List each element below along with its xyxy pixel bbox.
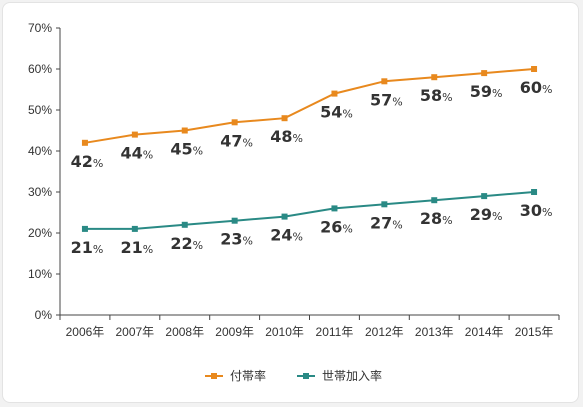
data-point	[181, 127, 188, 134]
data-point	[531, 189, 538, 195]
data-label: 57%	[370, 90, 403, 109]
data-point	[281, 213, 288, 220]
y-tick-label: 40%	[28, 144, 52, 158]
data-label: 47%	[220, 131, 253, 150]
legend-marker	[303, 373, 309, 379]
data-label: 54%	[320, 103, 353, 122]
x-tick-label: 2015年	[515, 325, 554, 339]
data-label: 30%	[520, 201, 553, 220]
y-tick-label: 50%	[28, 103, 52, 117]
x-tick-label: 2008年	[165, 325, 204, 339]
data-label: 45%	[170, 140, 203, 159]
x-tick-label: 2006年	[66, 325, 105, 339]
chart-card	[2, 2, 579, 403]
data-point	[181, 221, 188, 228]
data-point	[81, 139, 88, 146]
legend-marker	[211, 373, 217, 379]
data-label: 23%	[220, 230, 253, 249]
data-label: 44%	[120, 144, 153, 163]
data-label: 21%	[120, 238, 153, 257]
data-label: 24%	[270, 226, 303, 245]
data-point	[331, 90, 338, 97]
x-tick-label: 2012年	[365, 325, 404, 339]
axes: 0% 10% 20% 30% 40% 50% 60% 70% 2006年 2007年 2008年 20…	[28, 21, 560, 339]
x-tick-label: 2011年	[316, 325, 354, 339]
series-line-2	[84, 191, 535, 230]
x-tick-label: 2009年	[215, 325, 254, 339]
data-point	[231, 119, 238, 126]
data-point	[481, 193, 488, 200]
x-tick-label: 2010年	[265, 325, 304, 339]
y-tick-label: 70%	[28, 21, 52, 35]
data-point	[481, 70, 488, 77]
y-tick-label: 0%	[35, 308, 53, 322]
legend: 付帯率 世帯加入率	[205, 368, 382, 383]
y-tick-label: 10%	[28, 267, 52, 281]
y-tick-label: 30%	[28, 185, 52, 199]
data-label: 26%	[320, 217, 353, 236]
data-point	[81, 225, 88, 232]
data-label: 59%	[470, 82, 503, 101]
data-label: 28%	[420, 209, 453, 228]
data-point	[281, 115, 288, 122]
data-point	[131, 131, 138, 138]
x-tick-label: 2013年	[415, 325, 454, 339]
data-point	[331, 205, 338, 212]
data-point	[231, 217, 238, 224]
data-label: 21%	[71, 238, 104, 257]
data-label: 60%	[520, 78, 553, 97]
data-point	[131, 225, 138, 232]
y-tick-label: 20%	[28, 226, 52, 240]
data-point	[381, 78, 388, 85]
legend-label: 付帯率	[230, 368, 266, 383]
data-label: 27%	[370, 213, 403, 232]
data-label: 42%	[71, 152, 104, 171]
legend-label: 世帯加入率	[322, 368, 382, 383]
series-line-1	[84, 68, 535, 144]
x-tick-label: 2014年	[465, 325, 504, 339]
y-tick-label: 60%	[28, 62, 52, 76]
x-tick-label: 2007年	[115, 325, 154, 339]
data-point	[431, 197, 438, 204]
data-label: 58%	[420, 86, 453, 105]
data-point	[431, 74, 438, 81]
series-layer	[81, 66, 538, 232]
data-point	[531, 66, 538, 72]
data-label: 29%	[470, 205, 503, 224]
data-label: 48%	[270, 127, 303, 146]
data-label: 22%	[170, 234, 203, 253]
data-point	[381, 201, 388, 208]
data-labels: 42% 44% 45% 47% 48% 54% 57% 58% 59% 60% 21% 21% 22% 2…	[71, 78, 553, 257]
